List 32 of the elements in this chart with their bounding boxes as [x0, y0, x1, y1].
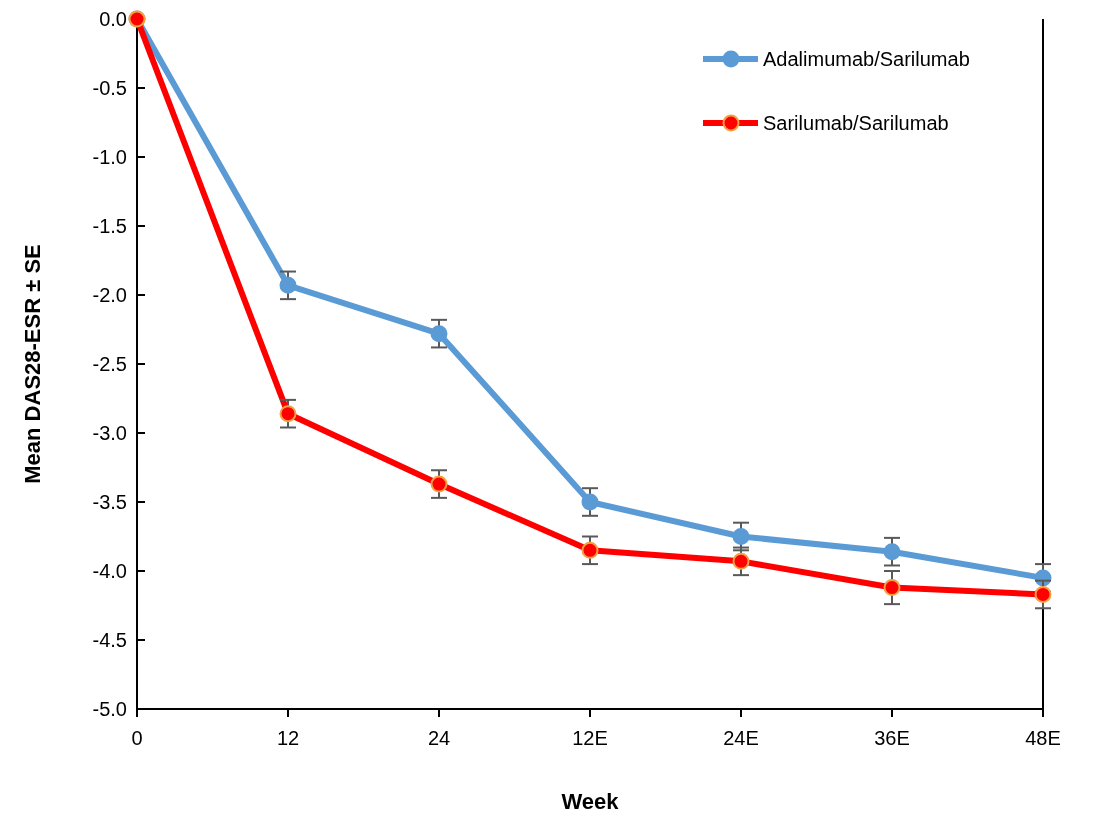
y-tick-label: -3.5 [92, 491, 127, 513]
y-tick-label: -1.5 [92, 215, 127, 237]
x-tick-label: 12E [572, 727, 608, 749]
x-axis-title: Week [561, 789, 620, 814]
point [581, 493, 599, 511]
y-axis-title: Mean DAS28-ESR ± SE [20, 244, 45, 484]
point [430, 325, 448, 343]
point [279, 405, 297, 423]
point [1034, 585, 1052, 603]
x-tick-label: 36E [874, 727, 910, 749]
point [279, 276, 297, 294]
y-tick-label: -3.0 [92, 422, 127, 444]
point [732, 528, 750, 545]
y-tick-label: -1.0 [92, 146, 127, 168]
y-tick-label: -4.5 [92, 629, 127, 651]
y-tick-label: -0.5 [92, 77, 127, 99]
x-tick-label: 48E [1025, 727, 1061, 749]
legend-label: Sarilumab/Sarilumab [763, 112, 949, 134]
y-tick-label: -5.0 [92, 698, 127, 720]
point [581, 541, 599, 559]
point [883, 543, 901, 561]
x-tick-label: 12 [276, 727, 300, 749]
legend-label: Adalimumab/Sarilumab [763, 48, 970, 70]
x-tick-label: 24E [723, 727, 759, 749]
y-tick-label: -4.0 [92, 560, 127, 582]
x-tick-label: 0 [131, 727, 143, 749]
point [430, 475, 448, 493]
y-tick-label: -2.0 [92, 284, 127, 306]
point [883, 579, 901, 597]
y-tick-label: 0.0 [99, 8, 127, 30]
x-tick-label: 24 [427, 727, 451, 749]
y-tick-label: -2.5 [92, 353, 127, 375]
